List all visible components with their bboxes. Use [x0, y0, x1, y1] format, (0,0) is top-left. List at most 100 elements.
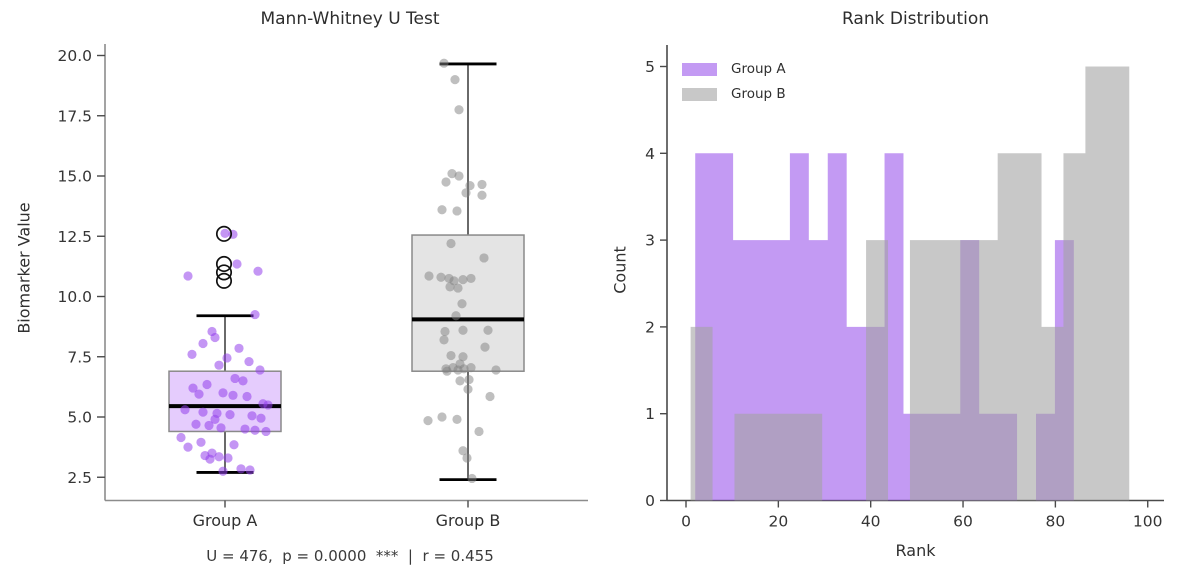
y-tick-label: 12.5 [57, 228, 92, 246]
y-tick-label: 10.0 [57, 288, 92, 306]
data-point [440, 326, 450, 337]
box-group-b [411, 234, 525, 372]
x-tick-label: 60 [953, 513, 973, 531]
data-point [458, 446, 468, 456]
data-point [451, 311, 461, 321]
data-point [228, 390, 238, 400]
y-tick-label: 20.0 [57, 47, 92, 65]
data-point [176, 432, 186, 443]
histogram-group-b [690, 66, 1130, 501]
data-point [465, 181, 475, 191]
data-point [180, 405, 190, 415]
y-tick-label: 5.0 [67, 409, 92, 427]
data-point [244, 356, 254, 367]
data-point [230, 373, 240, 384]
data-point [457, 299, 467, 309]
data-point [436, 272, 446, 282]
data-point [220, 228, 230, 238]
data-point [477, 190, 487, 200]
data-point [225, 409, 235, 420]
data-point [242, 391, 252, 402]
data-point [191, 419, 201, 429]
category-label-group-b: Group B [435, 511, 501, 530]
outlier-marker [215, 225, 233, 242]
data-point [255, 365, 265, 375]
data-point [256, 413, 266, 423]
data-point [240, 424, 250, 434]
data-point [452, 414, 462, 425]
legend-label-group-a: Group A [731, 61, 786, 77]
data-point [437, 412, 447, 422]
data-point [485, 391, 495, 402]
data-point [210, 414, 220, 425]
data-point [446, 350, 456, 361]
data-point [467, 473, 477, 484]
data-point [196, 437, 206, 447]
x-tick-label: 100 [1133, 513, 1163, 531]
data-point [236, 464, 246, 474]
right-x-axis-label: Rank [895, 541, 936, 560]
data-point [442, 366, 452, 376]
data-point [453, 365, 463, 375]
data-point [245, 465, 255, 475]
left-panel-title: Mann-Whitney U Test [260, 9, 440, 29]
data-point [204, 420, 214, 431]
outlier-marker [215, 255, 233, 273]
data-point [437, 205, 447, 215]
data-point [183, 442, 193, 452]
legend-label-group-b: Group B [731, 86, 786, 102]
data-point [466, 273, 476, 284]
y-tick-label: 5 [645, 58, 655, 76]
data-point [462, 453, 472, 463]
data-point [214, 452, 224, 462]
data-point [453, 283, 463, 293]
data-point [218, 388, 228, 398]
data-point [218, 466, 228, 476]
data-point [198, 407, 208, 417]
y-tick-label: 15.0 [57, 168, 92, 186]
y-tick-label: 3 [645, 232, 655, 250]
data-point [439, 335, 449, 345]
left-y-axis-label: Biomarker Value [14, 202, 34, 334]
y-tick-label: 2.5 [67, 469, 92, 487]
data-point [466, 362, 476, 373]
data-point [194, 389, 204, 399]
data-point [424, 271, 434, 281]
data-point [458, 275, 468, 285]
data-point [450, 75, 460, 85]
data-point [263, 400, 273, 410]
x-tick-label: 20 [768, 513, 788, 531]
y-tick-label: 4 [645, 145, 655, 163]
y-tick-label: 7.5 [67, 348, 92, 366]
right-panel-title: Rank Distribution [841, 9, 990, 29]
data-point [441, 177, 451, 187]
data-point [483, 325, 493, 335]
data-point [198, 338, 208, 349]
x-tick-label: 40 [861, 513, 881, 531]
data-point [188, 383, 198, 393]
data-point [480, 342, 490, 352]
data-point [229, 440, 239, 450]
data-point [446, 238, 456, 249]
data-point [234, 343, 244, 353]
category-label-group-a: Group A [192, 511, 258, 530]
x-tick-label: 80 [1046, 513, 1066, 531]
data-point [461, 188, 471, 198]
data-point [463, 384, 473, 394]
outlier-marker [215, 264, 233, 281]
right-y-axis-label: Count [610, 246, 630, 294]
y-tick-label: 0 [645, 492, 655, 510]
data-point [205, 454, 215, 464]
data-point [250, 425, 260, 435]
y-tick-label: 2 [645, 318, 655, 336]
data-point [479, 253, 489, 263]
data-point [491, 365, 501, 375]
stats-caption: U = 476, p = 0.0000 *** | r = 0.455 [206, 547, 494, 565]
data-point [247, 411, 257, 421]
data-point [222, 353, 232, 363]
data-point [423, 416, 433, 426]
data-point [464, 375, 474, 385]
data-point [439, 58, 449, 68]
